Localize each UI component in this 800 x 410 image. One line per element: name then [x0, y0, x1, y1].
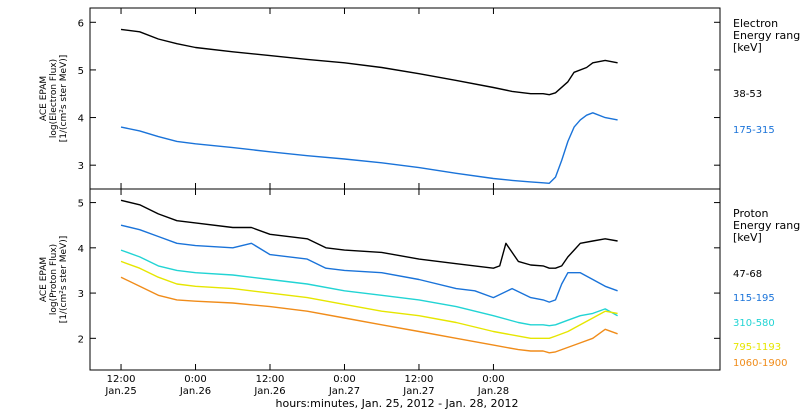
x-tick-label-time: 12:00: [107, 374, 136, 385]
electron-y-axis-title-line: [1/(cm²s ster MeV)]: [59, 55, 69, 142]
x-tick-label-time: 0:00: [482, 374, 504, 385]
proton-series-line: [120, 199, 618, 269]
proton-y-tick-label: 2: [78, 334, 84, 345]
electron-series-line: [120, 28, 618, 96]
proton-y-tick-label: 3: [78, 289, 84, 300]
proton-y-tick-label: 5: [78, 199, 84, 210]
x-tick-label-time: 0:00: [184, 374, 206, 385]
proton-y-axis-title-line: ACE EPAM: [39, 257, 49, 302]
electron-y-tick-label: 4: [78, 114, 84, 125]
x-tick-label-time: 0:00: [333, 374, 355, 385]
electron-plot-frame: [89, 7, 721, 190]
proton-y-tick-label: 4: [78, 244, 84, 255]
proton-legend-title: Proton: [733, 207, 768, 220]
electron-y-axis-title-line: log(Electron Flux): [49, 59, 59, 138]
electron-y-tick-label: 3: [78, 161, 84, 172]
electron-panel: 3 4 5 6 ACE EPAMlog(Electron Flux)[1/(cm²s s…: [39, 7, 800, 190]
proton-series-line: [120, 249, 618, 327]
electron-y-tick-label: 6: [78, 18, 84, 29]
x-tick-label-date: Jan.26: [179, 386, 211, 397]
proton-y-axis-title-line: [1/(cm²s ster MeV)]: [59, 236, 69, 323]
electron-series-line: [120, 112, 618, 185]
proton-legend-title: [keV]: [733, 231, 762, 244]
proton-legend-entry: 795-1193: [733, 342, 781, 353]
x-tick-label-date: Jan.27: [328, 386, 360, 397]
electron-y-axis-title: ACE EPAMlog(Electron Flux)[1/(cm²s ster …: [39, 55, 69, 142]
electron-legend-entry: 38-53: [733, 89, 762, 100]
x-tick-label-date: Jan.25: [104, 386, 136, 397]
electron-y-axis-title-line: ACE EPAM: [39, 76, 49, 121]
electron-y-tick-label: 5: [78, 66, 84, 77]
proton-legend-entry: 310-580: [733, 318, 775, 329]
proton-series-line: [120, 276, 618, 354]
x-tick-label-date: Jan.27: [402, 386, 434, 397]
x-axis-title: hours:minutes, Jan. 25, 2012 - Jan. 28, …: [276, 397, 519, 410]
proton-y-axis-title-line: log(Proton Flux): [49, 244, 59, 315]
proton-legend-entry: 47-68: [733, 269, 762, 280]
proton-y-axis-title: ACE EPAMlog(Proton Flux)[1/(cm²s ster Me…: [39, 236, 69, 323]
proton-legend-entry: 115-195: [733, 293, 775, 304]
x-tick-label-date: Jan.28: [477, 386, 509, 397]
x-tick-label-time: 12:00: [256, 374, 285, 385]
proton-series-line: [120, 260, 618, 339]
electron-legend-entry: 175-315: [733, 125, 775, 136]
proton-series-line: [120, 224, 618, 303]
electron-legend-title: [keV]: [733, 41, 762, 54]
proton-plot-frame: [89, 188, 721, 371]
proton-legend-title: Energy ranges: [733, 219, 800, 232]
electron-legend-title: Energy ranges: [733, 29, 800, 42]
x-tick-label-time: 12:00: [405, 374, 434, 385]
proton-panel: 2 3 4 5 ACE EPAMlog(Proton Flux)[1/(cm²s ste…: [39, 188, 800, 371]
electron-legend-title: Electron: [733, 17, 778, 30]
proton-legend-entry: 1060-1900: [733, 358, 788, 369]
x-tick-label-date: Jan.26: [253, 386, 285, 397]
